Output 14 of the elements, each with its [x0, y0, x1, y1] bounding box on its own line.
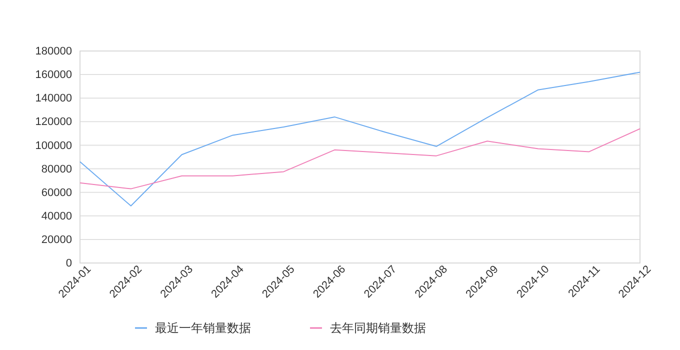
y-tick-label: 80000 — [41, 163, 72, 176]
y-tick-label: 140000 — [35, 92, 72, 105]
y-tick-label: 20000 — [41, 234, 72, 246]
y-tick-label: 60000 — [41, 186, 72, 199]
y-tick-label: 180000 — [35, 46, 72, 58]
line-series — [80, 128, 640, 190]
legend-label: 去年同期销量数据 — [330, 321, 426, 335]
y-tick-label: 120000 — [35, 116, 72, 128]
y-tick-label: 160000 — [35, 69, 72, 82]
y-tick-label: 40000 — [41, 210, 72, 222]
legend-label: 最近一年销量数据 — [155, 321, 251, 335]
line-series — [80, 72, 640, 206]
y-tick-label: 100000 — [35, 140, 72, 152]
y-tick-label: 0 — [66, 258, 72, 270]
